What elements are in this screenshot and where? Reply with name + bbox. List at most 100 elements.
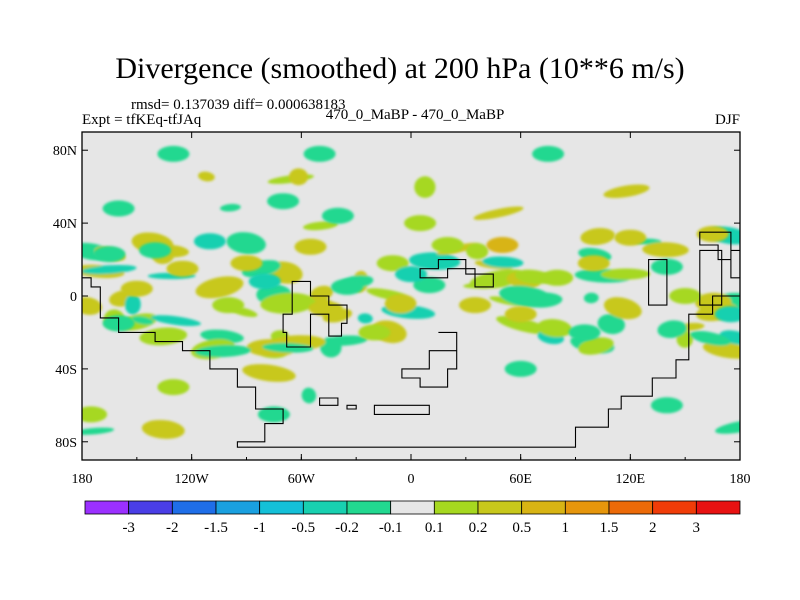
anomaly-cell [331, 278, 363, 295]
x-tick-label: 60E [509, 472, 532, 487]
contour-blob [499, 285, 553, 308]
anomaly-cell [321, 207, 354, 224]
anomaly-cell [532, 145, 565, 162]
x-axis: 180 120W 60W 0 60E 120E 180 [72, 132, 751, 487]
anomaly-cells [82, 145, 740, 423]
anomaly-cell [650, 397, 683, 414]
colorbar: -3 -2 -1.5 -1 -0.5 -0.2 -0.1 0.1 0.2 0.5 1 1.5 2 3 [84, 500, 741, 536]
contour-blob [715, 420, 740, 434]
contour-blob [597, 314, 626, 335]
anomaly-cell [212, 297, 245, 314]
colorbar-label: 0.1 [425, 520, 444, 536]
anomaly-cell [504, 360, 537, 377]
colorbar-swatch [215, 500, 261, 515]
anomaly-cell [120, 280, 153, 297]
colorbar-label: 0.2 [469, 520, 488, 536]
anomaly-cell [93, 246, 126, 263]
colorbar-swatch [695, 500, 741, 515]
contour-blob [642, 242, 689, 258]
season-label: DJF [714, 112, 740, 128]
anomaly-cell [139, 242, 172, 259]
y-tick-label: 80S [55, 436, 77, 451]
colorbar-label: 1.5 [600, 520, 619, 536]
colorbar-swatch [652, 500, 697, 515]
anomaly-cell [294, 238, 327, 255]
contour-blob [150, 315, 201, 327]
contour-blob [482, 256, 524, 268]
anomaly-cell [577, 255, 610, 272]
contour-blob [260, 292, 316, 314]
contour-blob [322, 308, 353, 323]
anomaly-cell [614, 229, 647, 246]
x-tick-label: 60W [288, 472, 316, 487]
chart-title: Divergence (smoothed) at 200 hPa (10**6 … [115, 52, 685, 85]
y-tick-label: 40S [55, 363, 77, 378]
comparison-label: 470_0_MaBP - 470_0_MaBP [325, 107, 505, 123]
x-tick-label: 120W [175, 472, 210, 487]
colorbar-label: -0.2 [335, 520, 359, 536]
experiment-label: Expt = tfKEq-tfJAq [82, 112, 202, 128]
anomaly-cell [431, 237, 464, 253]
anomaly-cell [267, 193, 300, 210]
contour-blob [301, 387, 317, 404]
anomaly-cell [413, 277, 446, 294]
contour-blob [537, 319, 573, 338]
contour-blob [82, 264, 137, 275]
y-tick-label: 0 [70, 290, 77, 305]
y-tick-label: 40N [53, 217, 77, 232]
contour-blob [463, 282, 508, 289]
contour-blob [194, 345, 252, 358]
anomaly-cell [404, 215, 437, 232]
anomaly-cell [166, 260, 199, 277]
contour-blob [226, 232, 266, 255]
colorbar-label: 2 [649, 520, 657, 536]
contour-blob [310, 285, 334, 301]
anomaly-cell [568, 324, 601, 341]
colorbar-swatch [433, 500, 479, 515]
anomaly-cell [82, 406, 108, 423]
colorbar-swatch [390, 500, 435, 515]
contour-blob [82, 297, 102, 315]
contour-blob [220, 203, 241, 212]
anomaly-cell [395, 266, 427, 283]
x-tick-label: 120E [616, 472, 646, 487]
contour-blob [657, 320, 687, 339]
contour-blob [242, 364, 296, 382]
contour-blob [690, 330, 731, 346]
contour-blob [288, 168, 309, 186]
colorbar-label: -1.5 [204, 520, 228, 536]
contour-blob [198, 171, 215, 182]
contour-blob [580, 227, 615, 246]
contour-blob [131, 316, 154, 325]
contour-blob [601, 268, 651, 280]
contour-blob [473, 206, 524, 220]
colorbar-swatch [302, 500, 348, 515]
colorbar-label: -0.5 [291, 520, 315, 536]
anomaly-cell [102, 200, 135, 217]
y-axis: 80N 40N 0 40S 80S [53, 144, 740, 451]
contour-blob [384, 294, 417, 314]
x-tick-label: 180 [730, 472, 751, 487]
colorbar-swatch [84, 500, 130, 515]
colorbar-label: 0.5 [512, 520, 531, 536]
x-tick-label: 180 [72, 472, 93, 487]
contour-blob [414, 176, 436, 198]
colorbar-swatch [128, 500, 173, 515]
colorbar-swatch [564, 500, 610, 515]
contour-blob [409, 252, 461, 270]
colorbar-label: -3 [122, 520, 135, 536]
anomaly-cell [459, 297, 491, 314]
colorbar-swatch [171, 500, 217, 515]
colorbar-swatch [477, 500, 523, 515]
colorbar-swatch [521, 500, 566, 515]
anomaly-cell [157, 145, 190, 162]
contour-blob [496, 315, 550, 335]
anomaly-cell [669, 288, 702, 304]
anomaly-cell [486, 237, 519, 253]
colorbar-label: 3 [693, 520, 701, 536]
anomaly-cell [714, 306, 740, 323]
contour-blob [357, 313, 373, 324]
contour-blob [583, 292, 599, 304]
contour-blob [124, 294, 141, 315]
